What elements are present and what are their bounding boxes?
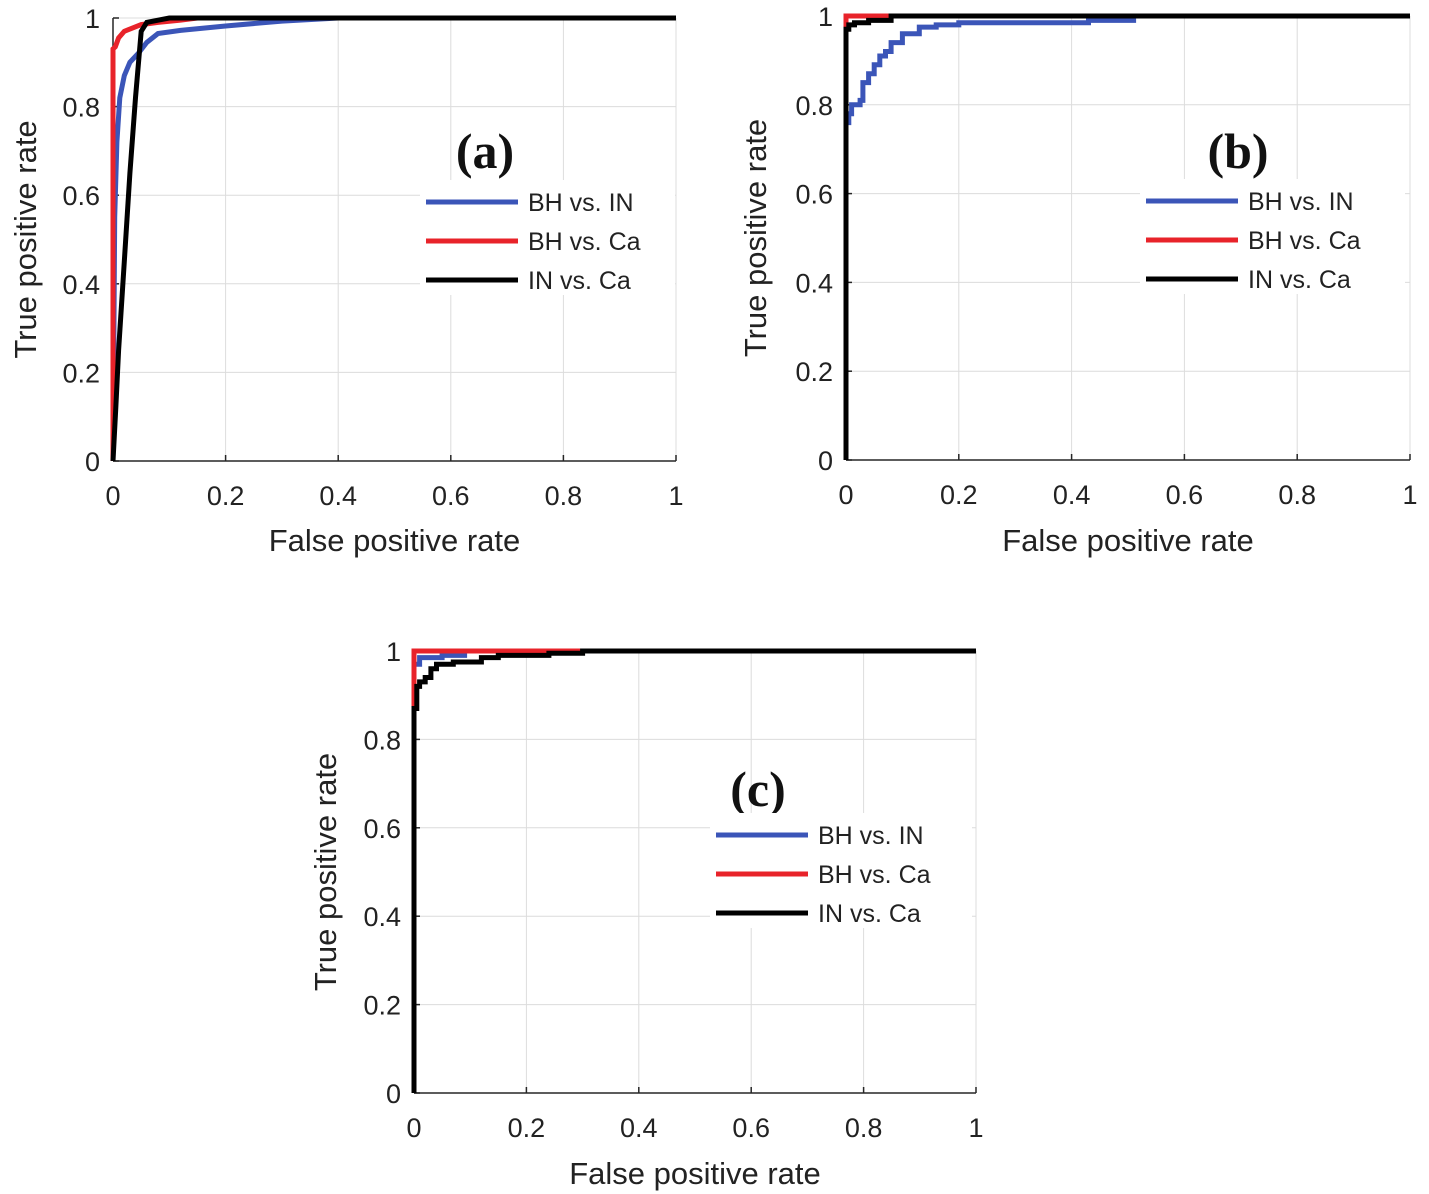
y-tick-label: 0.8 <box>62 93 100 123</box>
chart-panel-1: 0 0.2 0.4 0.6 0.8 1 0 0.2 0.4 0.6 0.8 1 False positi… <box>8 4 684 558</box>
x-tick-label: 0.6 <box>432 481 470 511</box>
series-group <box>411 648 976 1093</box>
x-tick-label: 0.2 <box>207 481 245 511</box>
x-tick-label: 0.8 <box>1278 480 1316 510</box>
y-tick-label: 0.6 <box>795 180 833 210</box>
series-group <box>110 15 676 462</box>
legend-label: BH vs. Ca <box>528 228 641 256</box>
x-tick-label: 0.8 <box>545 481 583 511</box>
series-group <box>843 13 1410 460</box>
y-tick-label: 0.8 <box>795 91 833 121</box>
y-tick-label: 0.2 <box>363 991 401 1021</box>
x-tick-label: 0.4 <box>1053 480 1091 510</box>
x-tick-label: 0.6 <box>732 1113 770 1143</box>
x-tick-label: 0.4 <box>620 1113 658 1143</box>
x-tick-label: 1 <box>668 481 683 511</box>
legend-label: BH vs. Ca <box>818 861 931 889</box>
y-tick-label: 0.6 <box>363 814 401 844</box>
legend-label: BH vs. IN <box>528 189 634 217</box>
x-tick-label: 0.6 <box>1166 480 1204 510</box>
legend-label: IN vs. Ca <box>818 900 921 928</box>
x-tick-label: 1 <box>1402 480 1417 510</box>
y-tick-label: 0.2 <box>62 358 100 388</box>
y-tick-label: 0.4 <box>62 270 100 300</box>
x-tick-label: 0 <box>105 481 120 511</box>
legend: BH vs. IN BH vs. Ca IN vs. Ca <box>1140 179 1405 294</box>
y-tick-label: 1 <box>818 2 833 32</box>
y-tick-label: 0.6 <box>62 181 100 211</box>
series-line-3 <box>110 15 676 462</box>
series-line-3 <box>843 13 1410 460</box>
series-line-3 <box>411 648 976 1093</box>
x-tick-label: 1 <box>968 1113 983 1143</box>
legend-label: BH vs. IN <box>818 822 924 850</box>
y-tick-label: 0.8 <box>363 725 401 755</box>
chart-panel-3: 0 0.2 0.4 0.6 0.8 1 0 0.2 0.4 0.6 0.8 1 False positi… <box>308 637 984 1191</box>
y-tick-label: 0.4 <box>363 902 401 932</box>
panel-label: (a) <box>456 123 514 179</box>
legend-box <box>420 180 675 295</box>
x-axis-label: False positive rate <box>569 1156 821 1191</box>
legend: BH vs. IN BH vs. Ca IN vs. Ca <box>710 813 972 928</box>
y-tick-label: 0 <box>386 1079 401 1109</box>
y-axis-label: True positive rate <box>8 120 43 358</box>
y-tick-label: 0.4 <box>795 268 833 298</box>
x-tick-label: 0.8 <box>845 1113 883 1143</box>
legend-label: BH vs. IN <box>1248 188 1354 216</box>
x-tick-label: 0.4 <box>319 481 357 511</box>
x-axis-label: False positive rate <box>1002 523 1254 558</box>
legend-label: IN vs. Ca <box>1248 266 1351 294</box>
legend-box <box>710 813 972 928</box>
panel-label: (c) <box>730 761 786 817</box>
legend: BH vs. IN BH vs. Ca IN vs. Ca <box>420 180 675 295</box>
y-tick-label: 1 <box>386 637 401 667</box>
y-axis-label: True positive rate <box>738 119 773 357</box>
x-tick-label: 0 <box>406 1113 421 1143</box>
x-axis-label: False positive rate <box>269 523 521 558</box>
y-axis-label: True positive rate <box>308 753 343 991</box>
y-tick-label: 0 <box>818 446 833 476</box>
panel-label: (b) <box>1207 123 1268 179</box>
legend-label: BH vs. Ca <box>1248 227 1361 255</box>
legend-label: IN vs. Ca <box>528 267 631 295</box>
series-line-1 <box>843 13 1410 460</box>
series-line-1 <box>110 15 676 462</box>
legend-box <box>1140 179 1405 294</box>
x-tick-label: 0.2 <box>508 1113 546 1143</box>
x-tick-label: 0 <box>838 480 853 510</box>
chart-panel-2: 0 0.2 0.4 0.6 0.8 1 0 0.2 0.4 0.6 0.8 1 False positi… <box>738 2 1418 558</box>
y-tick-label: 1 <box>85 4 100 34</box>
x-tick-label: 0.2 <box>940 480 978 510</box>
y-tick-label: 0.2 <box>795 357 833 387</box>
y-tick-label: 0 <box>85 447 100 477</box>
